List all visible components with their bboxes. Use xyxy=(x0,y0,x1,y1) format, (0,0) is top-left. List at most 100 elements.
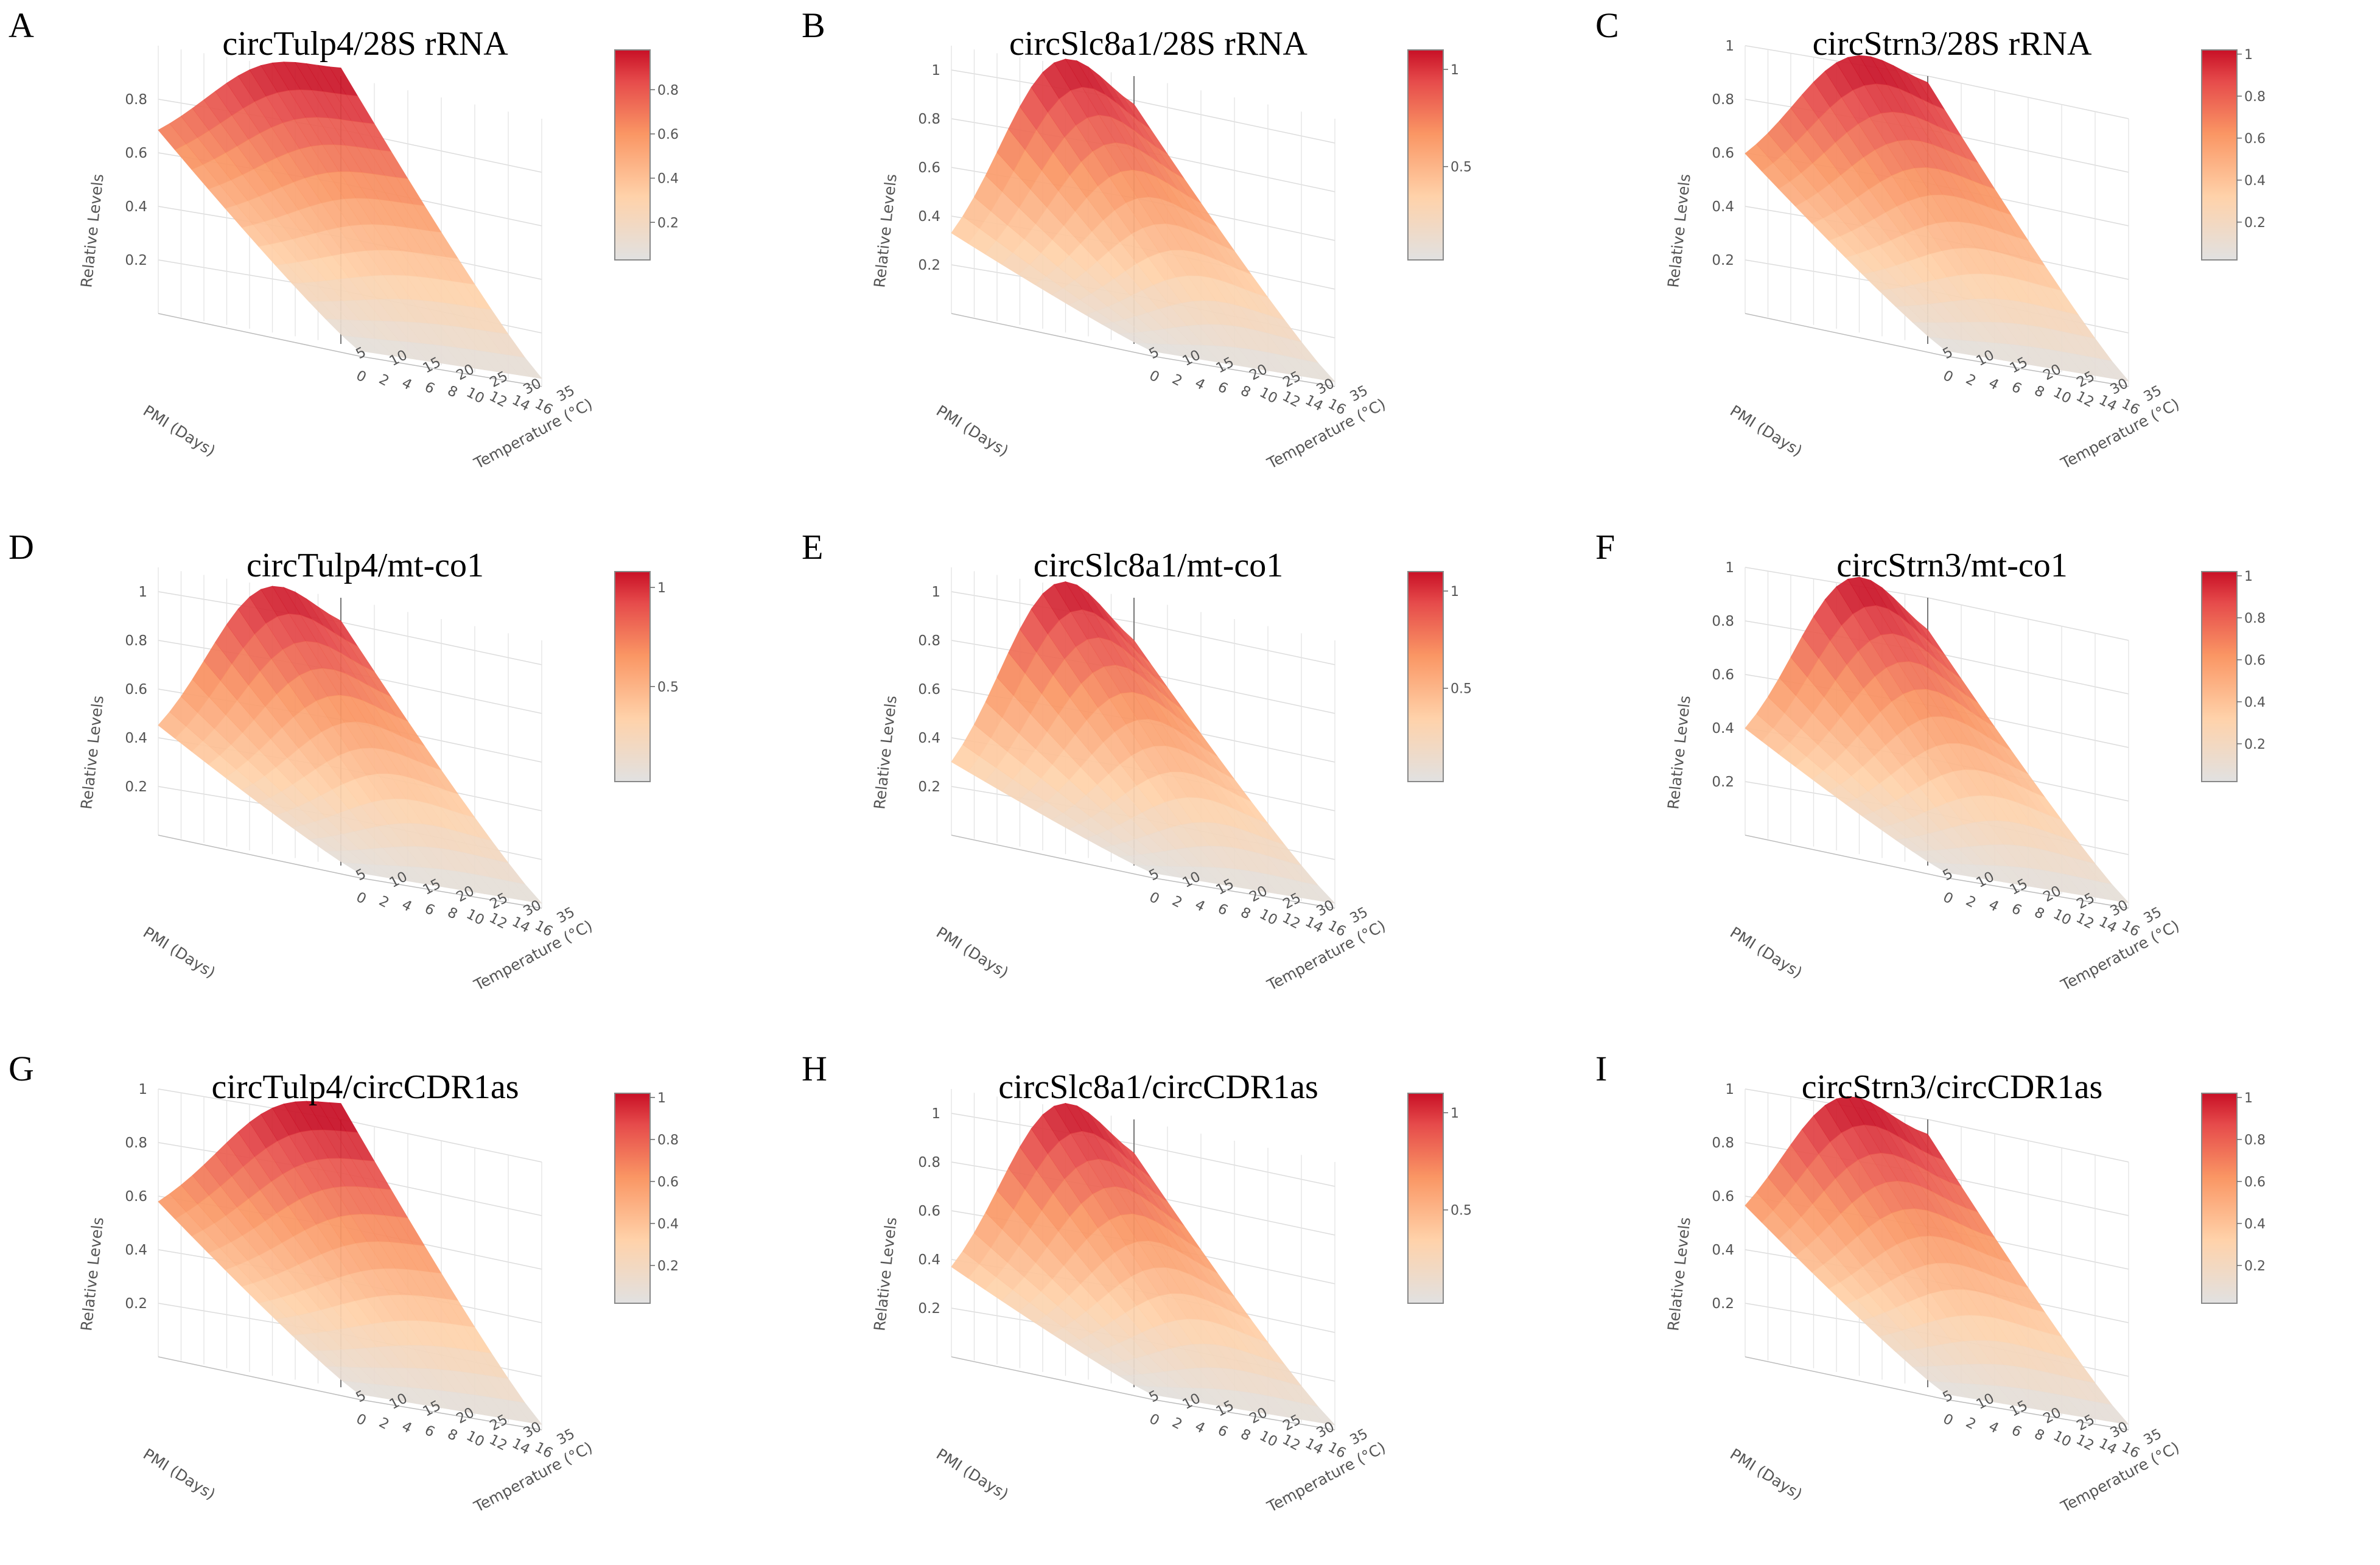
x-tick-label: 4 xyxy=(1192,375,1208,393)
panel-g: 0.2 0.4 0.6 0.8 1 Relative Levels 0 2 4 6 8 10 12 14 1… xyxy=(0,1043,793,1565)
y-tick-label: 30 xyxy=(2108,897,2131,920)
chart-title: circTulp4/circCDR1as xyxy=(211,1068,519,1106)
z-tick-label: 0.6 xyxy=(125,145,147,161)
x-axis-title: PMI (Days) xyxy=(140,1445,219,1504)
colorbar-tick-label: 0.6 xyxy=(2244,131,2266,147)
colorbar-tick-label: 0.2 xyxy=(657,215,679,231)
panel-letter: G xyxy=(9,1049,34,1088)
chart-title: circSlc8a1/mt-co1 xyxy=(1033,547,1284,584)
z-axis-title: Relative Levels xyxy=(77,1216,107,1332)
z-axis-title: Relative Levels xyxy=(870,695,900,810)
x-tick-label: 6 xyxy=(422,1423,437,1441)
colorbar-tick-label: 0.5 xyxy=(1451,1203,1472,1219)
panel-letter: D xyxy=(9,527,34,567)
z-tick-label: 0.2 xyxy=(1712,1296,1734,1312)
x-tick-label: 2 xyxy=(1963,893,1978,911)
panel-c: 0.2 0.4 0.6 0.8 1 Relative Levels 0 2 4 6 8 10 12 14 1… xyxy=(1587,0,2380,522)
surface-cell xyxy=(513,1401,542,1425)
colorbar-tick-label: 0.8 xyxy=(657,1133,679,1148)
z-tick-label: 0.8 xyxy=(125,92,147,108)
z-tick-label: 0.4 xyxy=(1712,721,1734,737)
x-axis-title: PMI (Days) xyxy=(1727,923,1805,982)
colorbar-tick-label: 1 xyxy=(1451,63,1459,78)
surface-mesh xyxy=(1745,1096,2130,1425)
z-tick-label: 0.4 xyxy=(1712,199,1734,215)
colorbar-tick-label: 0.8 xyxy=(2244,1133,2266,1148)
z-tick-label: 0.8 xyxy=(125,633,147,649)
chart-title: circSlc8a1/circCDR1as xyxy=(998,1068,1318,1106)
z-tick-label: 0.2 xyxy=(1712,774,1734,790)
y-axis-title: Temperature (°C) xyxy=(2057,1438,2182,1516)
y-tick-label: 30 xyxy=(521,376,544,398)
x-tick-label: 2 xyxy=(1169,371,1185,390)
chart-title: circTulp4/mt-co1 xyxy=(247,547,484,584)
colorbar-tick-label: 1 xyxy=(657,1091,666,1106)
x-tick-label: 10 xyxy=(1257,1428,1280,1451)
panel-letter: C xyxy=(1595,5,1619,45)
colorbar-tick-label: 0.4 xyxy=(657,172,679,187)
surface-cell xyxy=(2099,1402,2130,1425)
colorbar-tick-label: 1 xyxy=(2244,1091,2253,1106)
z-tick-label: 1 xyxy=(1725,1082,1734,1098)
z-tick-label: 0.4 xyxy=(125,730,147,746)
colorbar-tick-label: 1 xyxy=(657,581,666,596)
y-axis-title: Temperature (°C) xyxy=(471,1438,595,1516)
surface-mesh xyxy=(158,586,543,904)
x-tick-label: 10 xyxy=(2051,906,2074,929)
x-tick-label: 6 xyxy=(2009,901,2024,919)
x-tick-label: 12 xyxy=(2073,1432,2096,1454)
z-tick-label: 0.4 xyxy=(918,209,940,225)
x-tick-label: 0 xyxy=(354,368,369,386)
z-tick-label: 0.4 xyxy=(1712,1242,1734,1258)
panel-letter: E xyxy=(802,527,824,567)
colorbar-tick-label: 0.5 xyxy=(657,680,679,695)
x-tick-label: 10 xyxy=(464,1428,487,1451)
surface-mesh xyxy=(951,58,1336,382)
surface-cell xyxy=(2099,881,2130,903)
x-tick-label: 12 xyxy=(486,910,509,933)
z-tick-label: 0.8 xyxy=(918,633,940,649)
z-tick-label: 0.2 xyxy=(918,779,940,795)
z-axis-title: Relative Levels xyxy=(77,695,107,810)
z-tick-label: 0.4 xyxy=(918,730,940,746)
surface-mesh xyxy=(1745,55,2129,382)
x-tick-label: 4 xyxy=(1986,375,2001,393)
x-tick-label: 12 xyxy=(2073,910,2096,933)
z-tick-label: 1 xyxy=(1725,560,1734,576)
z-axis-title: Relative Levels xyxy=(870,1216,900,1332)
x-tick-label: 2 xyxy=(1169,1415,1185,1433)
colorbar-tick-label: 0.6 xyxy=(657,1175,679,1190)
z-tick-label: 0.8 xyxy=(1712,1135,1734,1151)
colorbar xyxy=(1407,571,1444,782)
y-tick-label: 30 xyxy=(521,1419,544,1441)
x-tick-label: 10 xyxy=(1257,385,1280,407)
z-tick-label: 0.4 xyxy=(125,1242,147,1258)
colorbar-tick-label: 0.5 xyxy=(1451,682,1472,697)
surface-cell xyxy=(513,355,542,379)
x-axis-title: PMI (Days) xyxy=(933,1445,1012,1504)
z-axis-title: Relative Levels xyxy=(1664,1216,1693,1332)
x-tick-label: 6 xyxy=(2009,379,2024,397)
x-tick-label: 10 xyxy=(464,906,487,929)
z-tick-label: 0.6 xyxy=(918,1203,940,1219)
colorbar-tick-label: 0.8 xyxy=(2244,611,2266,626)
chart-title: circStrn3/circCDR1as xyxy=(1801,1068,2103,1106)
x-tick-label: 12 xyxy=(486,1432,509,1454)
z-tick-label: 0.8 xyxy=(1712,614,1734,629)
x-tick-label: 8 xyxy=(2032,383,2047,401)
surface-mesh xyxy=(158,61,542,379)
surface-cell xyxy=(513,881,543,904)
x-tick-label: 6 xyxy=(422,901,437,919)
z-axis-title: Relative Levels xyxy=(1664,173,1693,289)
z-tick-label: 1 xyxy=(138,1082,147,1098)
z-tick-label: 0.2 xyxy=(125,253,147,268)
panel-b: 0.2 0.4 0.6 0.8 1 Relative Levels 0 2 4 6 8 10 12 14 1… xyxy=(793,0,1586,522)
z-tick-label: 0.2 xyxy=(918,257,940,273)
colorbar-tick-label: 0.5 xyxy=(1451,160,1472,175)
z-tick-label: 0.6 xyxy=(1712,667,1734,683)
colorbar-tick-label: 0.2 xyxy=(2244,737,2266,752)
